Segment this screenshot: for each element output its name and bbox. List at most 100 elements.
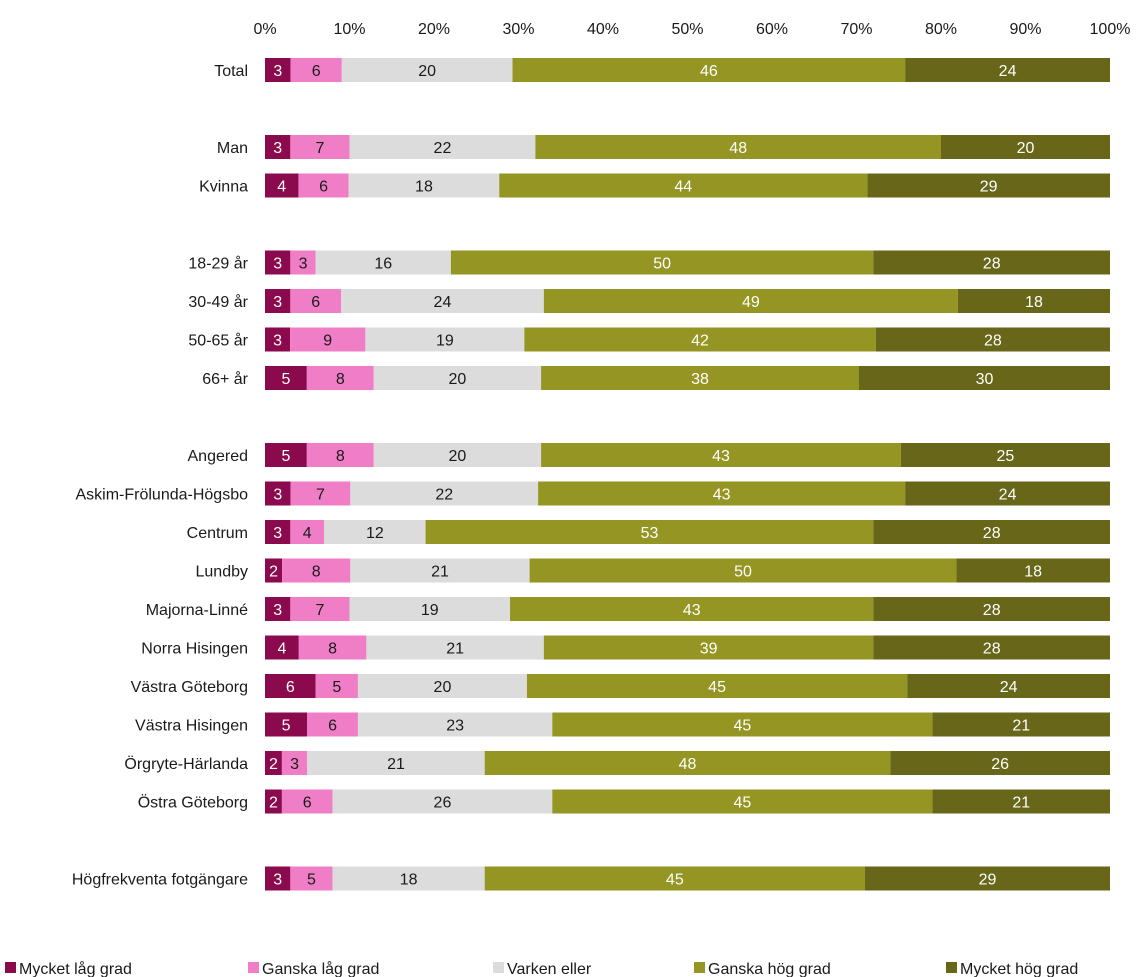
bar-row: 3 6 20 46 24 <box>265 58 1110 82</box>
bar-segment <box>510 597 874 621</box>
data-label: 8 <box>312 564 321 581</box>
data-label: 28 <box>983 256 1001 273</box>
data-label: 28 <box>983 641 1001 658</box>
legend-label: Mycket hög grad <box>960 961 1078 977</box>
bar-segment <box>265 135 291 159</box>
data-label: 6 <box>303 795 312 812</box>
category-label: Högfrekventa fotgängare <box>72 872 248 889</box>
bar-segment <box>366 635 544 660</box>
legend-swatch <box>493 962 504 973</box>
data-label: 28 <box>983 602 1001 619</box>
bar-segment <box>552 789 933 814</box>
bar-segment <box>290 866 333 891</box>
bar-segment <box>907 674 1110 698</box>
bar-segment <box>281 751 308 775</box>
data-label: 3 <box>273 256 282 273</box>
bar-segment <box>348 173 500 198</box>
data-label: 18 <box>1024 564 1042 581</box>
data-label: 43 <box>713 487 731 504</box>
bar-row: 3 9 19 42 28 <box>265 327 1110 352</box>
data-label: 24 <box>1000 679 1018 696</box>
data-label: 3 <box>290 756 299 773</box>
bar-segment <box>315 674 358 698</box>
bar-row: 5 6 23 45 21 <box>265 712 1110 737</box>
x-tick-label: 0% <box>253 21 276 38</box>
data-label: 25 <box>997 448 1015 465</box>
bar-segment <box>541 366 860 390</box>
data-label: 2 <box>269 564 278 581</box>
data-label: 18 <box>400 872 418 889</box>
x-tick-label: 100% <box>1090 21 1131 38</box>
bar-segment <box>357 712 553 737</box>
data-label: 2 <box>269 795 278 812</box>
bar-segment <box>290 520 325 544</box>
bar-row: 3 4 12 53 28 <box>265 520 1110 544</box>
data-label: 3 <box>273 525 282 542</box>
x-tick-label: 90% <box>1009 21 1041 38</box>
data-label: 45 <box>734 795 752 812</box>
bar-segment <box>357 674 527 698</box>
data-label: 20 <box>418 63 436 80</box>
bar-segment <box>900 443 1110 467</box>
bar-segment <box>425 520 874 544</box>
data-label: 5 <box>307 872 316 889</box>
bar-segment <box>265 597 291 621</box>
bar-segment <box>350 558 530 583</box>
data-label: 53 <box>641 525 659 542</box>
bar-segment <box>265 366 307 390</box>
bar-segment <box>332 866 485 891</box>
legend-swatch <box>248 962 259 973</box>
category-label: Norra Hisingen <box>141 641 248 658</box>
data-label: 6 <box>328 718 337 735</box>
data-label: 8 <box>336 371 345 388</box>
category-labels: Total Man Kvinna 18-29 år 30-49 år 50-65 år 66… <box>72 63 249 889</box>
data-label: 45 <box>708 679 726 696</box>
data-label: 12 <box>366 525 384 542</box>
data-label: 24 <box>999 63 1017 80</box>
data-label: 30 <box>976 371 994 388</box>
bar-segment <box>290 58 342 82</box>
bar-row: 3 3 16 50 28 <box>265 250 1110 275</box>
bar-row: 5 8 20 43 25 <box>265 443 1110 467</box>
data-label: 20 <box>434 679 452 696</box>
data-label: 38 <box>691 371 709 388</box>
data-label: 20 <box>449 448 467 465</box>
bar-segment <box>332 789 553 814</box>
bar-segment <box>512 58 906 82</box>
data-label: 43 <box>683 602 701 619</box>
data-label: 3 <box>273 487 282 504</box>
bar-segment <box>932 712 1110 737</box>
data-label: 24 <box>434 294 452 311</box>
data-label: 42 <box>691 333 709 350</box>
bar-segment <box>890 751 1110 775</box>
data-label: 24 <box>999 487 1017 504</box>
bar-segment <box>265 58 291 82</box>
data-label: 21 <box>431 564 449 581</box>
bar-row: 3 6 24 49 18 <box>265 289 1110 313</box>
category-label: Angered <box>188 448 249 465</box>
data-label: 19 <box>436 333 454 350</box>
bar-segment <box>956 558 1110 583</box>
data-label: 3 <box>273 333 282 350</box>
bar-segment <box>290 289 342 313</box>
bar-segment <box>373 443 542 467</box>
bar-segment <box>552 712 933 737</box>
bar-segment <box>265 866 291 891</box>
bar-segment <box>324 520 426 544</box>
bar-segment <box>873 635 1110 660</box>
bar-segment <box>290 597 350 621</box>
data-label: 6 <box>286 679 295 696</box>
data-label: 18 <box>1025 294 1043 311</box>
bar-row: 3 7 22 43 24 <box>265 481 1110 506</box>
data-label: 6 <box>311 294 320 311</box>
bar-segment <box>484 866 865 891</box>
category-label: Västra Hisingen <box>135 718 248 735</box>
data-label: 28 <box>983 525 1001 542</box>
data-label: 29 <box>979 872 997 889</box>
bar-segment <box>941 135 1110 159</box>
data-label: 6 <box>319 179 328 196</box>
bar-segment <box>290 135 350 159</box>
data-label: 6 <box>312 63 321 80</box>
bar-segment <box>265 712 308 737</box>
data-label: 21 <box>387 756 405 773</box>
